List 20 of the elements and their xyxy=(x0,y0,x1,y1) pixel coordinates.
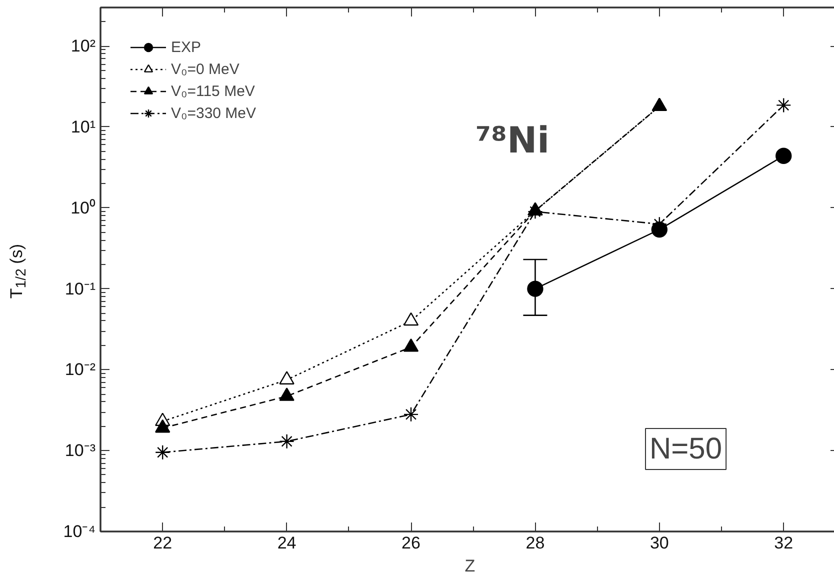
x-tick-label: 30 xyxy=(650,534,669,552)
legend-label: V₀=115 MeV xyxy=(171,82,255,100)
legend-label: V₀=330 MeV xyxy=(171,104,256,122)
x-tick-label: 32 xyxy=(774,534,794,552)
annotation: ⁷⁸Ni xyxy=(476,120,550,162)
x-tick-label: 28 xyxy=(526,534,545,552)
x-tick-label: 22 xyxy=(153,534,172,552)
legend-label: V₀=0 MeV xyxy=(171,60,240,78)
x-tick-label: 24 xyxy=(277,534,296,552)
x-axis-title: Z xyxy=(464,556,476,576)
y-tick-label: 10⁻² xyxy=(64,360,96,380)
y-tick-label: 10⁻⁴ xyxy=(63,522,96,541)
y-tick-label: 10⁰ xyxy=(70,198,96,218)
legend-label: EXP xyxy=(171,38,202,56)
annotation: N=50 xyxy=(650,432,722,466)
y-tick-label: 10⁻³ xyxy=(64,441,96,460)
x-tick-label: 26 xyxy=(402,534,420,552)
y-tick-label: 10⁻¹ xyxy=(64,279,96,298)
y-tick-label: 10² xyxy=(70,36,96,56)
y-tick-label: 10¹ xyxy=(70,118,96,136)
